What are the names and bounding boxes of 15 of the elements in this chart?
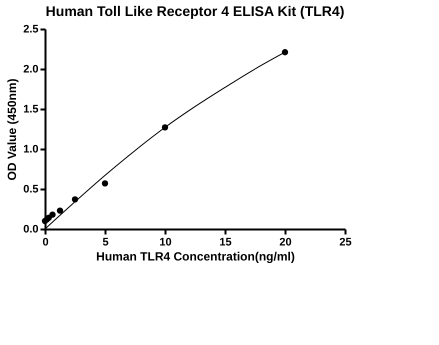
y-tick-label: 1.0	[23, 144, 38, 156]
x-tick-label: 10	[159, 236, 172, 248]
x-tick-label: 25	[339, 236, 352, 248]
y-tick-label: 2.0	[23, 64, 38, 76]
x-axis-title: Human TLR4 Concentration(ng/ml)	[96, 250, 295, 264]
y-tick-label: 2.5	[23, 24, 38, 36]
y-tick-label: 0.5	[23, 184, 38, 196]
y-tick-label: 0.0	[23, 224, 38, 236]
x-tick-label: 5	[102, 236, 109, 248]
x-tick-label: 15	[219, 236, 232, 248]
y-axis-title: OD Value (450nm)	[5, 78, 20, 181]
x-tick-label: 20	[279, 236, 292, 248]
y-tick-label: 1.5	[23, 104, 38, 116]
chart-title: Human Toll Like Receptor 4 ELISA Kit (TLR4)	[46, 3, 344, 19]
x-tick-label: 0	[42, 236, 49, 248]
